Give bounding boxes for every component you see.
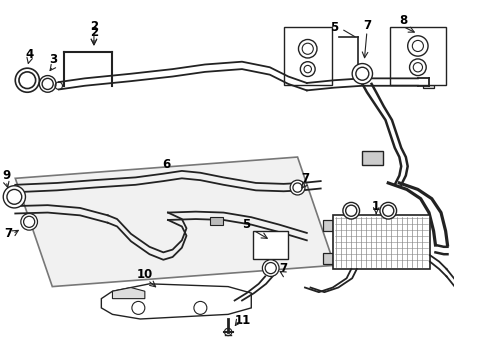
Text: 7: 7 xyxy=(279,262,287,275)
Circle shape xyxy=(39,76,56,92)
Bar xyxy=(323,220,332,231)
Text: 2: 2 xyxy=(90,26,98,39)
Text: 1: 1 xyxy=(371,199,380,213)
Text: 3: 3 xyxy=(49,53,57,66)
Text: 7: 7 xyxy=(362,19,370,32)
Text: 11: 11 xyxy=(234,314,250,327)
Text: 7: 7 xyxy=(300,172,308,185)
Circle shape xyxy=(351,64,372,84)
Text: 6: 6 xyxy=(162,158,170,171)
Text: 10: 10 xyxy=(137,268,153,281)
Circle shape xyxy=(468,309,487,327)
Circle shape xyxy=(21,213,38,230)
Bar xyxy=(362,150,382,165)
Text: 7: 7 xyxy=(5,228,13,240)
Polygon shape xyxy=(112,288,144,299)
Circle shape xyxy=(3,186,25,208)
Circle shape xyxy=(342,202,359,219)
Circle shape xyxy=(15,68,39,92)
Bar xyxy=(422,77,433,87)
Text: 9: 9 xyxy=(2,169,10,182)
Bar xyxy=(283,27,331,85)
Bar xyxy=(323,253,332,264)
Bar xyxy=(253,231,288,259)
Circle shape xyxy=(194,301,206,314)
Circle shape xyxy=(289,180,305,195)
Polygon shape xyxy=(15,157,334,287)
Bar xyxy=(209,217,222,225)
Circle shape xyxy=(262,260,279,276)
Polygon shape xyxy=(101,284,251,319)
Text: 5: 5 xyxy=(242,218,250,231)
Text: 4: 4 xyxy=(25,48,33,61)
Text: 8: 8 xyxy=(398,14,407,27)
Text: 5: 5 xyxy=(330,21,338,34)
Circle shape xyxy=(379,202,396,219)
Bar xyxy=(389,27,445,85)
Text: 2: 2 xyxy=(90,20,98,33)
Bar xyxy=(332,215,429,269)
Text: 2: 2 xyxy=(486,314,488,327)
Circle shape xyxy=(132,301,144,314)
